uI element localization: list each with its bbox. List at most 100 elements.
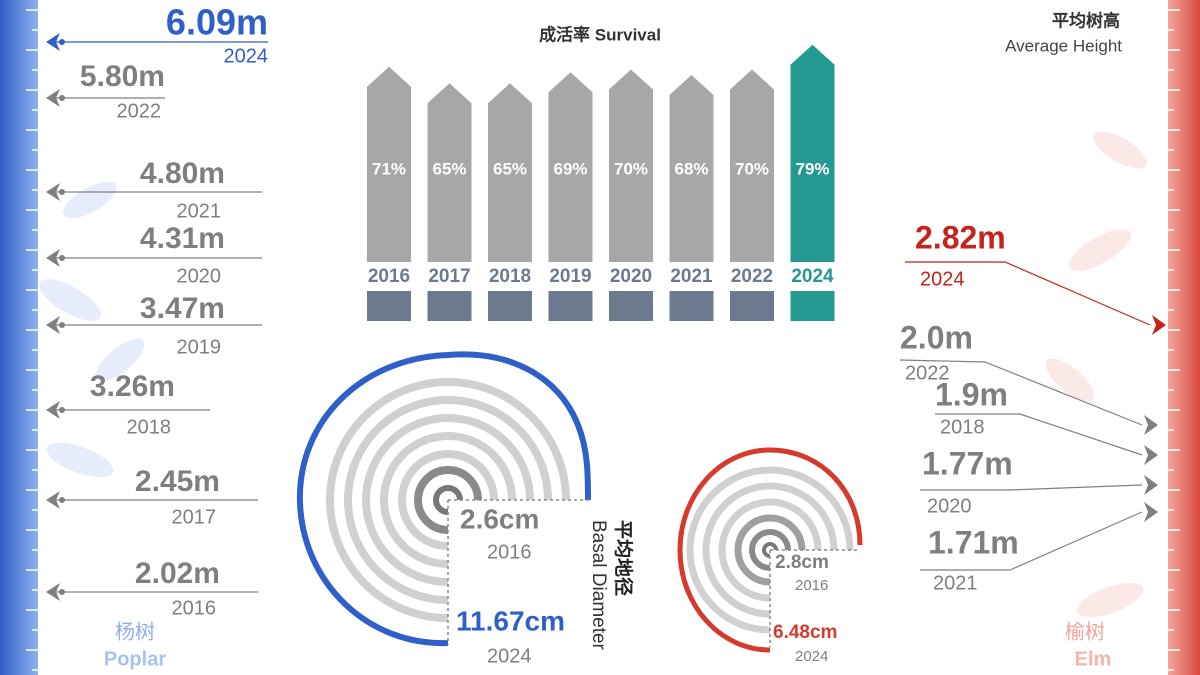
pointer-arrow [1144, 415, 1158, 435]
height-year: 2020 [927, 495, 972, 517]
height-value: 2.0m [900, 319, 973, 355]
height-value: 1.9m [935, 376, 1008, 412]
x-tick-label: 2022 [731, 266, 773, 287]
x-tick-label: 2024 [791, 266, 834, 287]
height-year: 2022 [117, 100, 162, 122]
height-value: 1.77m [922, 445, 1013, 481]
x-tick-label: 2017 [428, 266, 470, 287]
height-subtitle: Average Height [1005, 36, 1122, 55]
elm-rings [677, 447, 870, 660]
bar [548, 72, 593, 262]
elm-strip [1168, 0, 1200, 675]
pointer-arrow [46, 249, 60, 267]
pointer-arrow [46, 401, 60, 419]
value-label: 70% [735, 159, 769, 178]
pointer-line [920, 511, 1143, 571]
poplar-name-cn: 杨树 [115, 620, 155, 643]
pointer-line [935, 413, 1143, 456]
height-value: 3.26m [90, 370, 175, 403]
pointer-dot [59, 95, 65, 101]
height-year: 2017 [172, 506, 217, 528]
height-value: 6.09m [166, 2, 268, 43]
value-label: 68% [674, 159, 708, 178]
bar [790, 44, 835, 262]
pointer-arrow [46, 316, 60, 334]
height-year: 2019 [177, 336, 222, 358]
elm-name-cn: 榆树 [1065, 620, 1105, 643]
pointer-dot [59, 589, 65, 595]
height-value: 4.31m [140, 222, 225, 255]
pointer-arrow [46, 33, 60, 51]
pointer-arrow [1144, 445, 1158, 465]
pointer-arrow [46, 491, 60, 509]
bar-base [548, 291, 593, 321]
pointer-dot [59, 322, 65, 328]
survival-bars: 71% 2016 65% 2017 65% 2018 69% 2019 70% 2020 68% 20… [367, 44, 835, 321]
bar-base [427, 291, 472, 321]
x-tick-label: 2021 [670, 266, 713, 287]
elm-name-en: Elm [1075, 648, 1112, 670]
height-value: 2.02m [135, 557, 220, 590]
height-year: 2016 [172, 597, 217, 619]
pointer-dot [59, 39, 65, 45]
height-year: 2021 [933, 572, 978, 594]
elm-diameter-year: 2024 [795, 648, 828, 665]
height-title: 平均树高 [1052, 10, 1120, 30]
diameter-subtitle: Basal Diameter [588, 520, 609, 651]
bar-base [790, 291, 835, 321]
x-tick-label: 2020 [610, 266, 652, 287]
value-label: 65% [493, 159, 527, 178]
poplar-strip [0, 0, 38, 675]
height-value: 1.71m [928, 524, 1019, 560]
height-year: 2022 [905, 362, 950, 384]
x-tick-label: 2019 [549, 266, 591, 287]
x-tick-label: 2016 [368, 266, 410, 287]
poplar-rings [296, 351, 593, 650]
poplar-diameter-value: 2.6cm [460, 503, 539, 534]
pointer-dot [59, 497, 65, 503]
bar [669, 75, 714, 262]
height-year: 2018 [127, 416, 172, 438]
bar-base [730, 291, 774, 321]
x-tick-label: 2018 [489, 266, 531, 287]
pointer-line [899, 359, 1143, 426]
value-label: 69% [553, 159, 587, 178]
pointer-dot [59, 255, 65, 261]
elm-diameter-year: 2016 [795, 577, 828, 594]
rulers [26, 9, 1180, 671]
pointer-line [920, 484, 1143, 491]
pointer-arrow [46, 183, 60, 201]
leaves [38, 131, 1147, 618]
height-value: 2.45m [135, 465, 220, 498]
survival-title: 成活率 Survival [539, 24, 661, 44]
pointer-arrow [1152, 315, 1166, 335]
bar [730, 69, 774, 262]
poplar-name-en: Poplar [104, 648, 166, 670]
pointer-arrow [46, 583, 60, 601]
bar [488, 83, 532, 262]
bar-base [367, 291, 411, 321]
height-year: 2024 [920, 268, 965, 290]
elm-diameter-value: 2.8cm [775, 552, 829, 573]
height-year: 2024 [224, 45, 269, 67]
height-value: 2.82m [915, 219, 1006, 255]
height-year: 2020 [177, 265, 222, 287]
value-label: 71% [372, 159, 406, 178]
pointer-arrow [1144, 502, 1158, 522]
bar-base [609, 291, 653, 321]
bar-base [669, 291, 714, 321]
poplar-diameter-year: 2024 [487, 645, 532, 667]
pointer-line [905, 261, 1151, 326]
bar [609, 69, 653, 262]
height-year: 2021 [177, 200, 222, 222]
diameter-title: 平均地径 [612, 520, 635, 596]
bar-base [488, 291, 532, 321]
elm-diameter-value: 6.48cm [773, 622, 837, 643]
height-value: 3.47m [140, 292, 225, 325]
value-label: 79% [795, 159, 829, 178]
value-label: 65% [432, 159, 466, 178]
poplar-diameter-value: 11.67cm [456, 605, 565, 636]
